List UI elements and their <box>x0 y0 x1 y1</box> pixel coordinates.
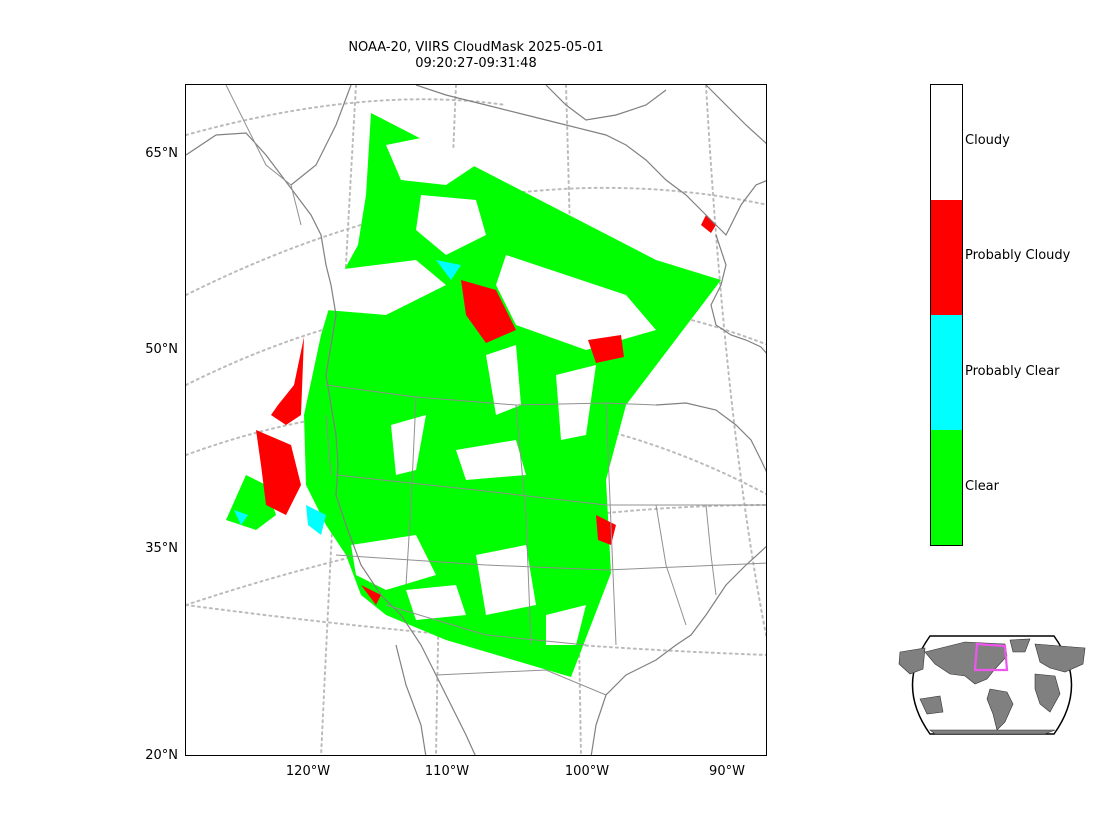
probably-clear-region <box>306 505 326 535</box>
land-greenland <box>1009 638 1031 653</box>
colorbar <box>930 84 963 546</box>
coastline-path <box>186 132 476 755</box>
border-path <box>335 474 766 506</box>
cloudy-region <box>351 535 436 590</box>
colorbar-label: Probably Cloudy <box>965 248 1071 263</box>
inset-globe <box>898 635 1086 735</box>
graticule-line <box>705 85 766 640</box>
probably-cloudy-region <box>361 585 381 605</box>
land-australia <box>919 695 944 715</box>
probably-cloudy-region <box>588 335 624 363</box>
cloudy-region <box>386 135 476 185</box>
inset-land <box>898 638 1086 735</box>
probably-clear-region <box>234 510 248 525</box>
land-south-america <box>986 688 1014 731</box>
cloudy-region <box>416 195 486 255</box>
cloudy-region <box>626 405 656 435</box>
colorbar-swatch-clear <box>931 430 962 545</box>
colorbar-label: Probably Clear <box>965 364 1060 379</box>
border-path <box>325 414 332 476</box>
land-antarctica <box>929 729 1056 735</box>
probably-cloudy-region <box>271 337 304 425</box>
land-eurasia <box>1034 643 1086 673</box>
probably-cloudy-region <box>701 215 716 233</box>
figure-title: NOAA-20, VIIRS CloudMask 2025-05-01 09:2… <box>185 40 767 72</box>
probably-cloudy-region <box>256 430 301 515</box>
coastline-path <box>545 85 667 121</box>
border-path <box>225 85 302 226</box>
border-path <box>655 504 687 626</box>
border-path <box>435 669 607 696</box>
cloudy-region <box>486 345 521 415</box>
border-path <box>705 504 717 596</box>
coastlines <box>186 85 766 755</box>
lon-tick-label: 90°W <box>709 764 745 779</box>
probably-cloudy-region <box>461 280 516 343</box>
graticule-line <box>186 98 507 136</box>
coastline-path <box>590 546 766 755</box>
colorbar-swatch-probably-cloudy <box>931 200 962 315</box>
lat-tick-label: 65°N <box>145 146 178 161</box>
map-panel[interactable] <box>185 84 767 756</box>
coastline-path <box>415 85 766 237</box>
map-canvas <box>186 85 766 755</box>
cloudy-region <box>326 260 446 315</box>
coastline-path <box>655 402 766 473</box>
coastline-path <box>710 234 766 354</box>
lon-tick-label: 100°W <box>564 764 610 779</box>
title-line-1: NOAA-20, VIIRS CloudMask 2025-05-01 <box>348 40 604 55</box>
inset-locator-map <box>895 634 1089 740</box>
coastline-path <box>290 85 352 186</box>
cloudy-region <box>456 440 526 480</box>
lon-tick-label: 120°W <box>285 764 331 779</box>
border-path <box>605 402 617 646</box>
title-line-2: 09:20:27-09:31:48 <box>415 56 537 71</box>
cloudy-region <box>476 545 536 615</box>
cloudy-region <box>496 255 656 350</box>
cloudy-region <box>391 415 426 475</box>
lat-tick-label: 20°N <box>145 748 178 763</box>
colorbar-swatch-cloudy <box>931 85 962 200</box>
lon-tick-label: 110°W <box>424 764 470 779</box>
border-path <box>405 396 417 586</box>
cloudy-region <box>556 365 596 440</box>
cloudmask-swath <box>226 113 721 677</box>
border-path <box>515 404 532 646</box>
lat-tick-label: 35°N <box>145 541 178 556</box>
cloudy-region <box>546 605 586 645</box>
land-north-america <box>924 641 1008 685</box>
border-path <box>335 554 766 571</box>
probably-clear-region <box>436 260 461 280</box>
land-africa <box>1034 673 1061 713</box>
colorbar-label: Clear <box>965 479 999 494</box>
lat-tick-label: 50°N <box>145 342 178 357</box>
colorbar-label: Cloudy <box>965 133 1010 148</box>
political-borders <box>225 85 766 696</box>
graticule-line <box>186 604 766 656</box>
coastline-path <box>705 85 766 144</box>
swath-extent-box <box>973 642 1009 672</box>
coastline-path <box>395 644 427 755</box>
land-west-eurasia <box>898 647 926 675</box>
cloudy-region <box>406 585 466 620</box>
border-path <box>385 604 587 646</box>
colorbar-swatch-probably-clear <box>931 315 962 430</box>
